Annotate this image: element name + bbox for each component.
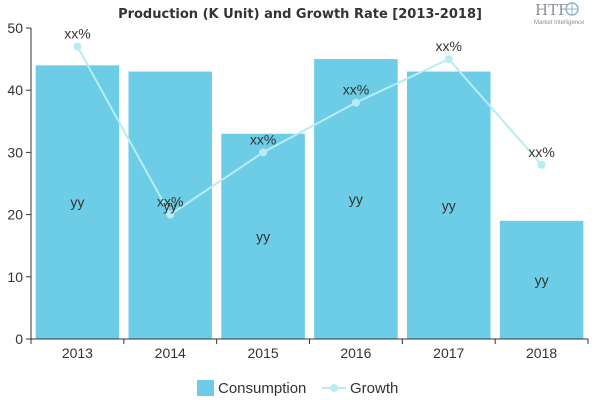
growth-point-2017: [444, 55, 453, 64]
growth-value-label: xx%: [436, 38, 462, 54]
bar-value-label: yy: [442, 197, 456, 213]
y-tick-label: 20: [7, 207, 23, 223]
htf-logo: HTF Market Intelligence: [534, 1, 585, 26]
bar-value-label: yy: [163, 197, 177, 213]
bar-value-label: yy: [349, 191, 363, 207]
globe-icon: [565, 2, 579, 16]
growth-value-label: xx%: [250, 131, 276, 147]
y-tick-label: 0: [15, 331, 23, 347]
bar-2014: [128, 71, 213, 339]
growth-point-2014: [166, 210, 175, 219]
growth-value-label: xx%: [64, 26, 90, 42]
bar-value-label: yy: [535, 272, 549, 288]
growth-point-2018: [537, 160, 546, 169]
chart-title: Production (K Unit) and Growth Rate [201…: [118, 7, 482, 22]
legend: Consumption Growth: [197, 380, 398, 397]
x-tick-label: 2014: [155, 345, 186, 361]
logo-subtext: Market Intelligence: [534, 20, 585, 26]
bar-2017: [406, 71, 491, 339]
growth-value-label: xx%: [343, 82, 369, 98]
bar-2018: [499, 220, 584, 339]
logo-text: HTF: [535, 1, 569, 19]
x-tick-label: 2018: [526, 345, 557, 361]
growth-line: [76, 46, 543, 217]
legend-consumption-label: Consumption: [218, 380, 306, 397]
growth-value-label: xx%: [157, 194, 183, 210]
y-tick-label: 10: [7, 269, 23, 285]
y-tick-label: 50: [7, 20, 23, 36]
x-tick-label: 2016: [340, 345, 371, 361]
line-series: [73, 42, 546, 219]
x-tick-label: 2015: [248, 345, 279, 361]
growth-point-2015: [259, 148, 268, 157]
x-tick-label: 2017: [433, 345, 464, 361]
x-axis: 2013 2014 2015 2016 2017 2018: [30, 338, 589, 361]
growth-point-2013: [73, 42, 82, 51]
bar-value-label: yy: [70, 194, 84, 210]
y-tick-label: 40: [7, 82, 23, 98]
growth-value-label: xx%: [528, 144, 554, 160]
bar-2013: [35, 65, 120, 339]
legend-growth-label: Growth: [350, 380, 398, 397]
legend-consumption-swatch: [197, 380, 214, 396]
bar-2015: [221, 133, 305, 339]
growth-point-2016: [351, 98, 360, 107]
x-tick-label: 2013: [62, 345, 93, 361]
bar-value-label: yy: [256, 228, 270, 244]
y-axis: 0 10 20 30 40 50: [7, 20, 32, 347]
bar-series: [35, 59, 584, 339]
y-tick-label: 30: [7, 144, 23, 160]
legend-growth-marker: [330, 384, 338, 392]
